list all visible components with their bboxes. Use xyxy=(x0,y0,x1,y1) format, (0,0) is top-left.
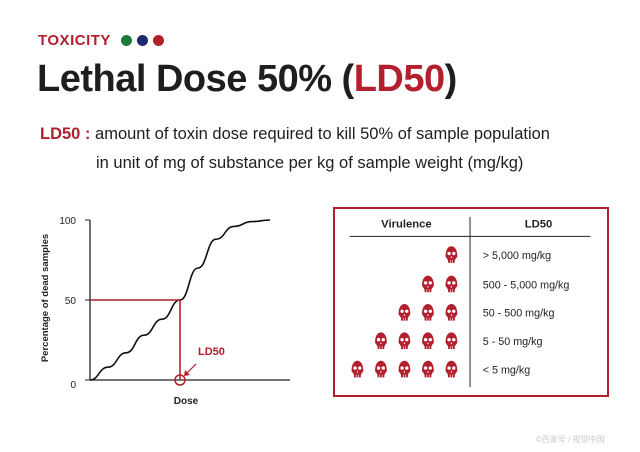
skull-icon xyxy=(375,332,387,349)
definition-line-1: LD50 : amount of toxin dose required to … xyxy=(40,125,550,144)
skull-icon xyxy=(445,246,458,263)
title-accent: LD50 xyxy=(353,58,445,100)
skull-icon xyxy=(375,360,387,378)
ld50-annotation: LD50 xyxy=(198,346,225,358)
watermark: ©百家号 / 视觉中国 xyxy=(536,435,605,444)
title-close: ) xyxy=(444,58,458,100)
arrow-head-icon xyxy=(184,370,190,376)
skull-icon xyxy=(445,303,458,321)
skull-icon xyxy=(445,332,458,349)
skull-icon xyxy=(398,360,411,378)
definition-line-2: in unit of mg of substance per kg of sam… xyxy=(96,154,524,172)
x-axis-label: Dose xyxy=(174,396,199,407)
skull-icon xyxy=(445,275,458,293)
navy-dot-icon xyxy=(137,35,148,46)
ld50-marker-icon xyxy=(174,374,186,386)
y-tick-label: 50 xyxy=(65,296,77,307)
skull-icon xyxy=(398,303,411,321)
y-axis-label: Percentage of dead samples xyxy=(40,234,51,362)
definition-text-1: amount of toxin dose required to kill 50… xyxy=(95,125,550,143)
ld50-range-label: 50 - 500 mg/kg xyxy=(483,308,555,320)
page-title: Lethal Dose 50% (LD50) xyxy=(37,58,457,101)
ld50-range-label: < 5 mg/kg xyxy=(483,364,531,376)
dose-response-chart: 100 50 0 Percentage of dead samples Dose LD50 xyxy=(40,216,290,407)
definition-term: LD50 : xyxy=(40,125,91,143)
section-kicker: TOXICITY xyxy=(38,32,111,49)
skull-icon xyxy=(422,360,434,378)
skull-icon xyxy=(422,332,434,349)
y-tick-label: 0 xyxy=(70,380,76,391)
ld50-header: LD50 xyxy=(525,219,553,231)
virulence-header: Virulence xyxy=(381,219,431,231)
ld50-range-label: > 5,000 mg/kg xyxy=(483,250,551,262)
red-dot-icon xyxy=(153,35,164,46)
ld50-range-label: 5 - 50 mg/kg xyxy=(483,336,543,348)
decorative-dots xyxy=(121,35,164,46)
green-dot-icon xyxy=(121,35,132,46)
y-tick-label: 100 xyxy=(59,216,76,227)
virulence-table: Virulence LD50 > 5,000 mg/kg 500 - 5,000 mg… xyxy=(333,207,609,397)
skull-icon xyxy=(422,303,434,321)
skull-icon xyxy=(351,360,364,378)
skull-icon xyxy=(422,275,434,293)
skull-icon xyxy=(398,332,411,349)
ld50-range-label: 500 - 5,000 mg/kg xyxy=(483,279,570,291)
skull-icon xyxy=(445,360,458,378)
title-main: Lethal Dose 50% ( xyxy=(37,58,354,100)
